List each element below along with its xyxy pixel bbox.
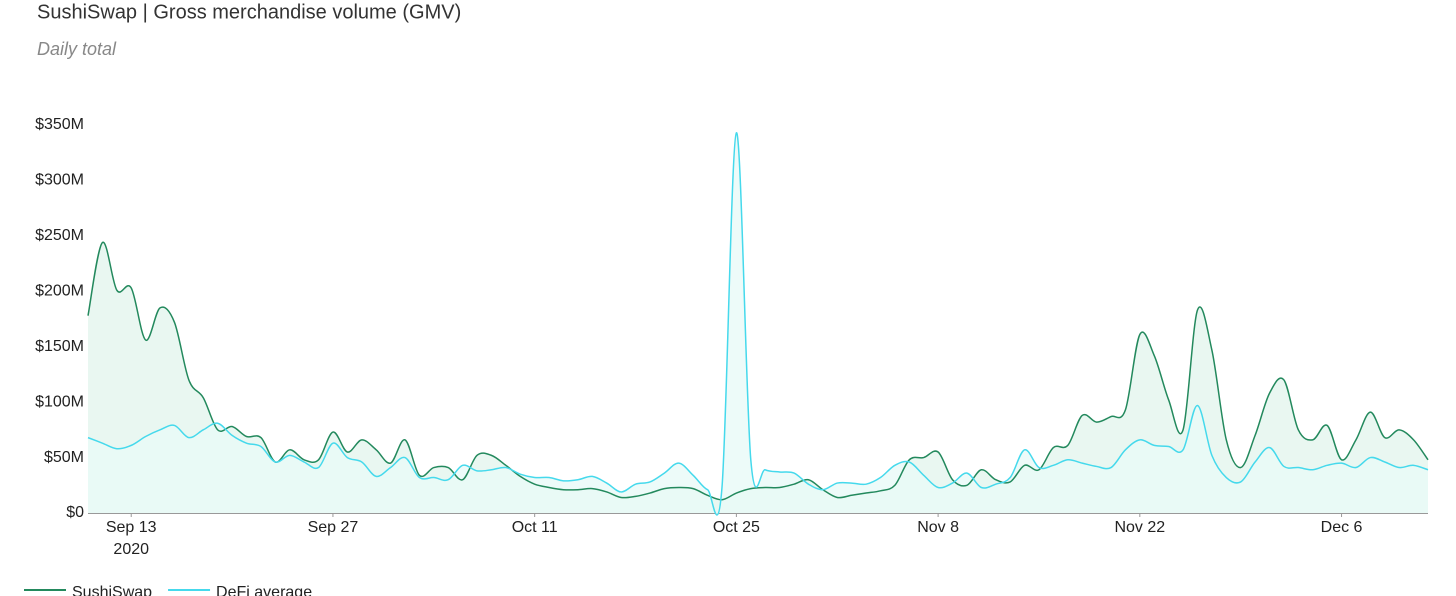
y-tick-label: $150M xyxy=(35,338,84,355)
legend-label: SushiSwap xyxy=(72,584,152,596)
legend-label: DeFi average xyxy=(216,584,312,596)
x-year-label: 2020 xyxy=(113,541,149,558)
x-tick-label: Dec 6 xyxy=(1321,519,1363,536)
y-tick-label: $250M xyxy=(35,227,84,244)
area xyxy=(88,132,1428,516)
y-tick-label: $350M xyxy=(35,116,84,133)
y-tick-label: $100M xyxy=(35,393,84,410)
y-tick-label: $200M xyxy=(35,283,84,300)
line xyxy=(87,241,1429,501)
y-tick-label: $0 xyxy=(66,504,84,521)
chart-title: SushiSwap | Gross merchandise volume (GM… xyxy=(37,1,461,23)
chart-subtitle: Daily total xyxy=(37,39,117,59)
y-tick-label: $50M xyxy=(44,449,84,466)
y-tick-label: $300M xyxy=(35,172,84,189)
x-tick-label: Oct 25 xyxy=(713,519,760,536)
x-tick-label: Sep 27 xyxy=(308,519,359,536)
x-tick-label: Nov 8 xyxy=(917,519,959,536)
area xyxy=(88,242,1428,513)
x-tick-label: Nov 22 xyxy=(1114,519,1165,536)
line xyxy=(87,131,1429,516)
x-tick-label: Oct 11 xyxy=(512,519,558,536)
x-tick-label: Sep 13 xyxy=(106,519,157,536)
